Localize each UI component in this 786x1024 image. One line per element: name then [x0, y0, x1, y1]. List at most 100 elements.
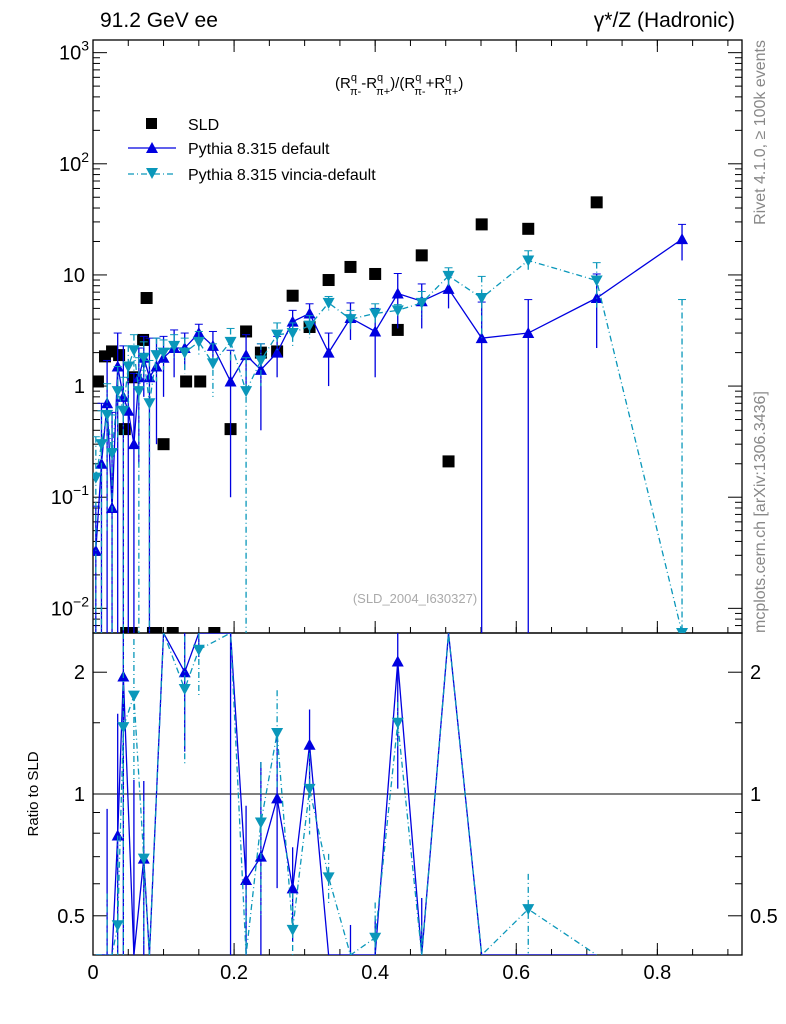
marker-vincia: [111, 386, 124, 398]
marker-vincia: [132, 386, 145, 398]
data-point-sld: [475, 218, 488, 231]
marker-vincia: [442, 270, 455, 282]
ratio-marker-vincia: [322, 872, 335, 884]
marker-vincia: [150, 350, 163, 362]
data-point-sld: [442, 455, 455, 468]
y-tick-label: 1: [74, 376, 85, 398]
ratio-tick-label-left: 0.5: [57, 906, 85, 928]
marker-vincia: [590, 275, 603, 287]
header-left: 91.2 GeV ee: [100, 9, 218, 32]
ratio-ylabel: Ratio to SLD: [25, 751, 42, 836]
x-tick-label: 0.2: [220, 962, 248, 984]
line-vincia: [95, 259, 683, 633]
data-point-sld: [125, 627, 138, 633]
marker-vincia: [178, 347, 191, 359]
marker-vincia: [101, 409, 114, 421]
marker-vincia: [137, 352, 150, 364]
marker-vincia: [240, 386, 253, 398]
data-point-sld: [208, 627, 221, 633]
rivet-label: Rivet 4.1.0, ≥ 100k events: [752, 40, 769, 225]
ratio-marker-vincia: [391, 717, 404, 729]
data-point-sld: [157, 438, 170, 451]
marker-default: [93, 544, 102, 556]
y-tick-label: 10−1: [51, 482, 89, 509]
data-point-sld: [415, 249, 428, 262]
marker-vincia: [522, 255, 535, 267]
data-point-sld: [118, 423, 131, 436]
x-tick-label: 0.8: [643, 962, 671, 984]
legend: SLD Pythia 8.315 default Pythia 8.315 vi…: [128, 117, 376, 184]
marker-vincia: [95, 439, 108, 451]
legend-label-vincia: Pythia 8.315 vincia-default: [188, 167, 376, 184]
x-tick-label: 0.6: [502, 962, 530, 984]
ratio-marker-default: [391, 655, 404, 667]
marker-default: [391, 287, 404, 299]
y-tick-label: 102: [59, 149, 89, 176]
marker-vincia: [303, 320, 316, 332]
ratio-marker-default: [271, 792, 284, 804]
marker-vincia: [117, 405, 130, 417]
data-point-sld: [369, 267, 382, 280]
data-point-sld: [322, 274, 335, 287]
ratio-marker-vincia: [522, 904, 535, 916]
legend-label-sld: SLD: [188, 117, 219, 134]
marker-vincia: [344, 314, 357, 326]
ratio-marker-vincia: [271, 728, 284, 740]
data-point-sld: [522, 222, 535, 235]
ratio-tick-label-right: 2: [750, 662, 761, 684]
line-default: [95, 238, 683, 551]
marker-default: [369, 325, 382, 337]
ratio-marks: [95, 633, 598, 955]
marker-vincia: [415, 297, 428, 309]
x-tick-label: 0.4: [361, 962, 389, 984]
marker-default: [522, 327, 535, 339]
data-point-sld: [194, 375, 207, 388]
data-point-sld: [286, 289, 299, 302]
ratio-tick-label-left: 1: [74, 784, 85, 806]
marker-default: [127, 438, 140, 450]
watermark: (SLD_2004_I630327): [353, 591, 477, 606]
data-point-sld: [166, 627, 179, 633]
marker-vincia: [254, 355, 267, 367]
ratio-marker-vincia: [254, 817, 267, 829]
legend-label-default: Pythia 8.315 default: [188, 141, 330, 158]
marker-default: [442, 282, 455, 294]
header-right: γ*/Z (Hadronic): [594, 9, 735, 32]
data-point-sld: [590, 196, 603, 209]
x-tick-label: 0: [87, 962, 98, 984]
ratio-marker-vincia: [286, 924, 299, 936]
data-point-sld: [344, 260, 357, 273]
marker-vincia: [224, 336, 237, 348]
y-tick-label: 10: [63, 265, 85, 287]
marker-default: [254, 363, 267, 375]
marker-default: [322, 346, 335, 358]
marker-vincia: [106, 447, 119, 459]
legend-marker-sld: [146, 118, 157, 129]
marker-vincia: [206, 358, 219, 370]
marker-vincia: [157, 347, 170, 359]
plot-title: (Rq π--Rq π+)/(Rq π-+Rq π+): [335, 72, 463, 98]
mcplots-label: mcplots.cern.ch [arXiv:1306.3436]: [752, 391, 769, 633]
marker-default: [271, 346, 284, 358]
ratio-marker-vincia: [192, 644, 205, 656]
ratio-line-vincia: [95, 633, 598, 955]
data-point-sld: [93, 375, 104, 388]
ratio-marker-vincia: [303, 783, 316, 795]
marker-default: [101, 397, 114, 409]
marker-vincia: [271, 329, 284, 341]
marker-vincia: [286, 328, 299, 340]
marker-default: [224, 375, 237, 387]
ratio-marker-vincia: [369, 932, 382, 944]
ratio-marker-vincia: [127, 690, 140, 702]
main-marks: [93, 196, 689, 633]
ratio-tick-label-left: 2: [74, 662, 85, 684]
legend-marker-vincia: [146, 168, 158, 179]
marker-vincia: [391, 305, 404, 317]
marker-vincia: [322, 297, 335, 309]
y-tick-label: 103: [59, 38, 89, 65]
data-point-sld: [137, 333, 150, 346]
marker-vincia: [93, 472, 102, 484]
data-point-sld: [150, 627, 163, 633]
marker-vincia: [127, 345, 140, 357]
